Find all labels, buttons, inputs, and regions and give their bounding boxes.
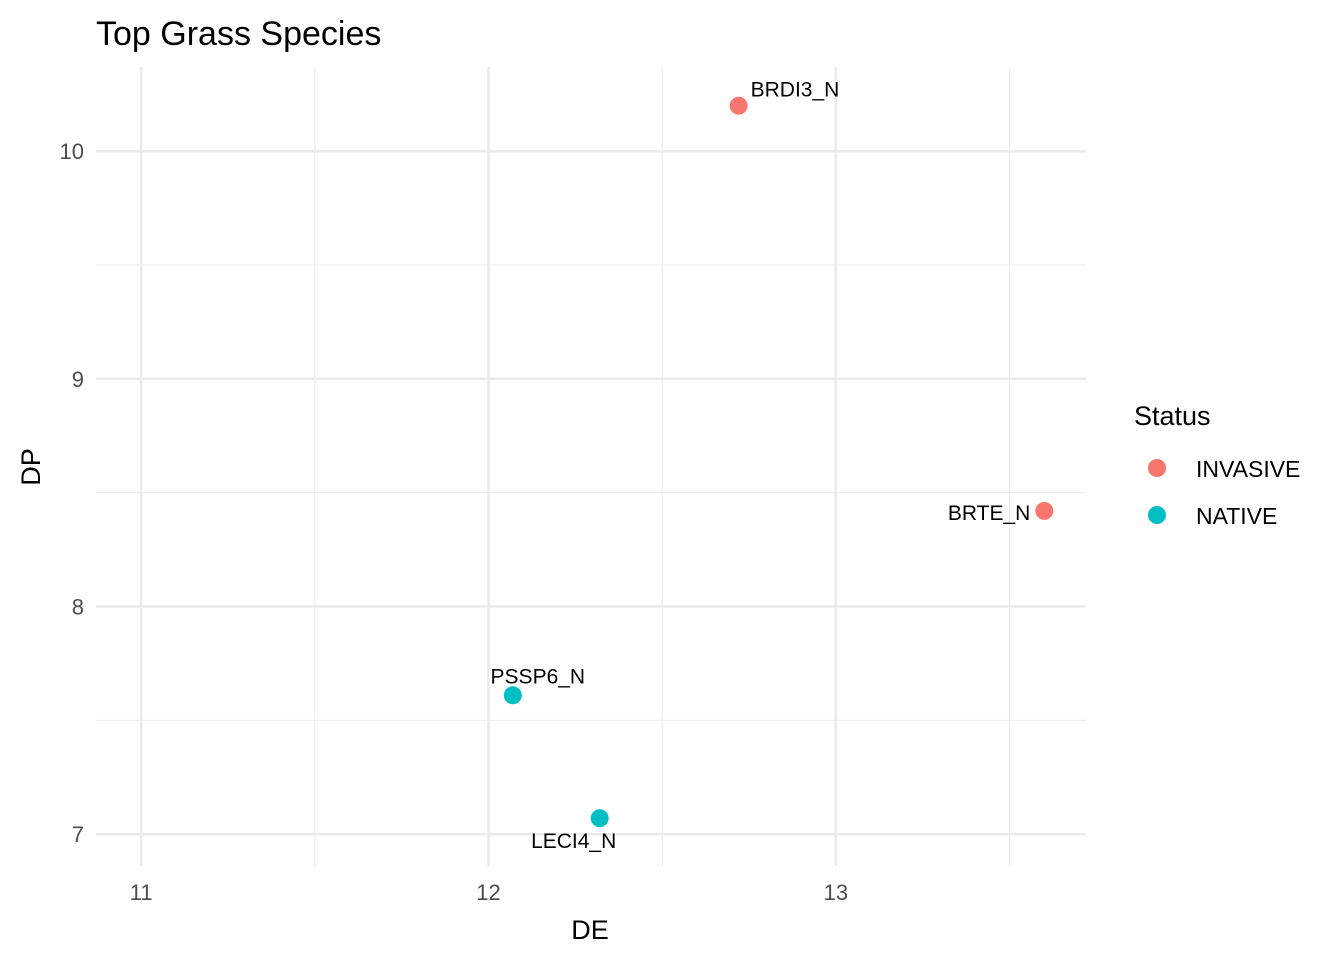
y-tick-label: 8 [72,594,84,619]
data-point [1035,501,1054,520]
point-label: LECI4_N [531,830,616,853]
data-points [503,96,1054,828]
y-tick-label: 10 [60,139,84,164]
legend-key [1148,459,1166,477]
tick-labels: 11 12 13 7 8 9 10 [60,139,849,905]
point-label: PSSP6_N [491,665,586,688]
grid-layer [96,67,1086,866]
x-tick-label: 12 [476,880,500,905]
data-point [503,686,522,705]
data-point [729,96,748,115]
point-label: BRDI3_N [751,79,840,102]
legend-title: Status [1134,401,1211,431]
legend-label: NATIVE [1196,503,1277,529]
chart-title: Top Grass Species [96,15,381,53]
legend-key [1148,506,1166,524]
data-point [590,809,609,828]
x-axis-title: DE [571,915,609,945]
legend-items: INVASIVE NATIVE [1148,456,1300,529]
x-tick-label: 11 [130,880,153,905]
point-label: BRTE_N [948,502,1030,525]
legend: Status INVASIVE NATIVE [1134,401,1300,529]
legend-label: INVASIVE [1196,456,1300,482]
x-tick-label: 13 [824,880,848,905]
y-tick-label: 9 [72,367,84,392]
point-labels: BRDI3_N BRTE_N PSSP6_N LECI4_N [491,79,1031,853]
y-tick-label: 7 [72,822,84,847]
y-axis-title: DP [16,448,46,486]
